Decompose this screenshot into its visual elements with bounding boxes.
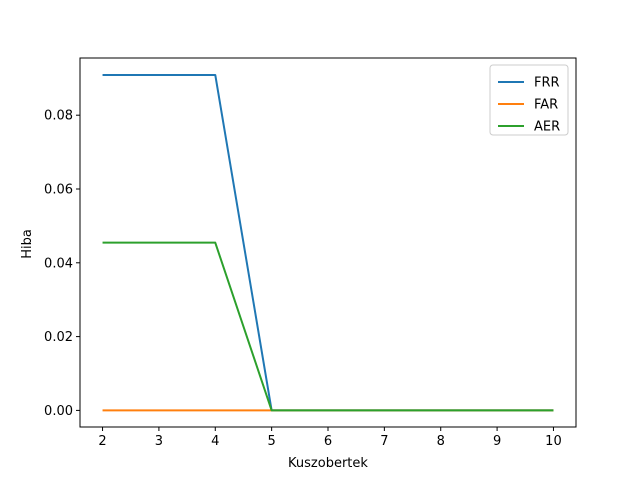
legend-label: FRR [534,76,560,91]
y-tick-label: 0.02 [44,330,73,345]
x-tick-label: 4 [211,434,219,449]
x-tick-label: 7 [380,434,388,449]
series-line-aer [102,241,554,412]
x-axis: 2 3 4 5 6 7 8 9 10 [98,427,562,449]
plot-area [102,73,554,412]
x-axis-title: Kuszobertek [288,456,368,471]
y-tick-label: 0.08 [44,109,73,124]
y-tick-label: 0.00 [44,404,73,419]
y-tick-label: 0.04 [44,256,73,271]
legend-label: FAR [534,98,558,113]
legend-label: AER [534,120,560,135]
legend: FRR FAR AER [489,64,569,136]
x-tick-label: 6 [324,434,332,449]
x-tick-label: 9 [493,434,501,449]
x-tick-label: 8 [437,434,445,449]
x-tick-label: 10 [545,434,562,449]
y-axis-title: Hiba [20,229,35,259]
y-axis: 0.00 0.02 0.04 0.06 0.08 [44,109,80,419]
x-tick-label: 5 [267,434,275,449]
x-tick-label: 2 [98,434,106,449]
x-tick-label: 3 [155,434,163,449]
y-tick-label: 0.06 [44,182,73,197]
